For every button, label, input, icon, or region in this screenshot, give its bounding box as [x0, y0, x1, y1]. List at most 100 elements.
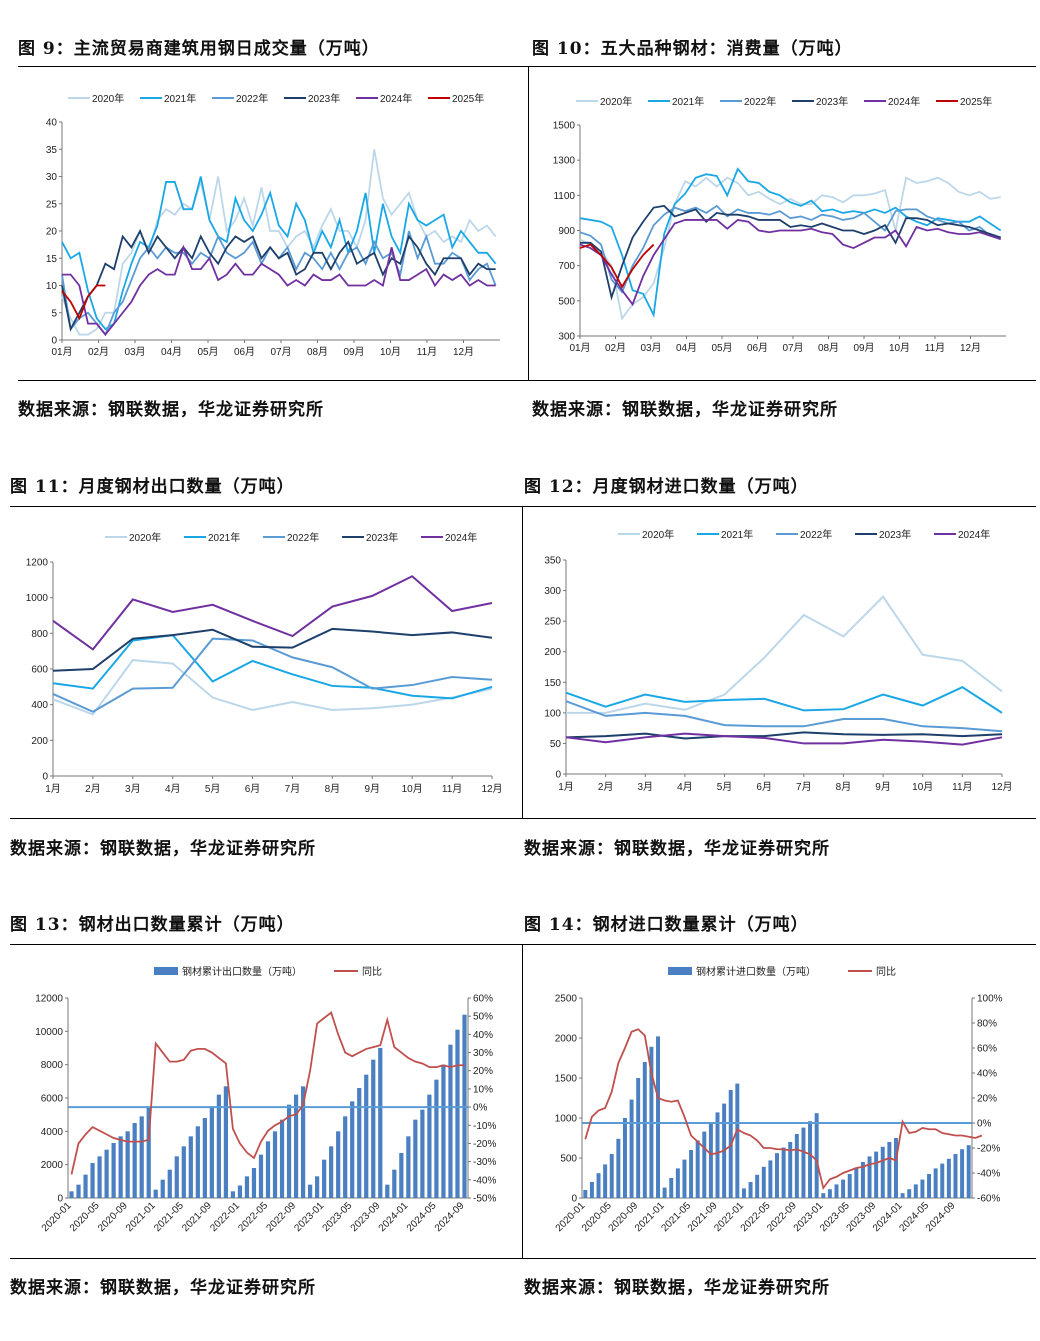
y-tick-label: 900: [558, 226, 575, 237]
x-tick-label: 2月: [85, 783, 101, 795]
bar: [385, 1184, 390, 1198]
bar: [860, 1162, 865, 1198]
x-tick-label: 04月: [161, 346, 182, 358]
bar: [946, 1158, 951, 1198]
legend-label: 2022年: [800, 528, 832, 541]
bar: [237, 1185, 243, 1198]
legend-label: 2022年: [287, 531, 319, 544]
x-tick-label: 3月: [637, 781, 653, 793]
bar: [894, 1138, 898, 1198]
series-line: [61, 230, 497, 337]
bar: [913, 1184, 918, 1198]
x-tick-label: 2023-09: [349, 1200, 383, 1234]
bar: [609, 1154, 614, 1198]
y2-tick-label: 30%: [473, 1048, 493, 1059]
bar: [589, 1182, 594, 1198]
y2-tick-label: -20%: [977, 1144, 1000, 1155]
x-tick-label: 2022-05: [236, 1200, 270, 1234]
x-tick-label: 6月: [756, 781, 772, 793]
series-line: [62, 244, 496, 336]
chart11-source: 数据来源：钢联数据，华龙证券研究所: [10, 839, 316, 859]
bar: [907, 1189, 912, 1198]
bar: [940, 1163, 945, 1198]
legend-label: 2024年: [958, 528, 990, 541]
chart10-plot: 2020年 2021年 2022年 2023年 2024年 2025年 300 500 700 9…: [553, 95, 1006, 354]
bar: [413, 1119, 418, 1198]
bar: [735, 1083, 740, 1198]
bar: [308, 1184, 313, 1198]
series-line: [580, 204, 1002, 301]
bar: [392, 1169, 397, 1198]
bar: [406, 1136, 411, 1198]
bar: [265, 1141, 271, 1198]
bar: [603, 1164, 608, 1198]
y-tick-label: 150: [544, 678, 561, 689]
x-tick-label: 2024-01: [377, 1200, 411, 1234]
x-tick-label: 07月: [270, 346, 291, 358]
legend-label: 2021年: [164, 92, 196, 105]
x-tick-label: 11月: [925, 342, 945, 354]
y2-tick-label: -50%: [473, 1194, 496, 1205]
bar: [258, 1154, 264, 1198]
bar: [583, 1190, 588, 1198]
y-tick-label: 800: [31, 629, 48, 640]
y-tick-label: 0: [555, 770, 561, 781]
x-tick-label: 11月: [417, 346, 437, 358]
y-tick-label: 50: [550, 739, 562, 750]
chart13-title: 图 13：钢材出口数量累计（万吨）: [10, 915, 295, 935]
bar: [329, 1146, 334, 1198]
bar: [702, 1131, 707, 1198]
x-tick-label: 3月: [125, 783, 141, 795]
bar: [293, 1094, 299, 1198]
x-tick-label: 4月: [677, 781, 693, 793]
x-tick-label: 2022-01: [208, 1200, 242, 1234]
y-tick-label: 500: [558, 296, 575, 307]
bar: [76, 1184, 81, 1198]
y2-tick-label: 80%: [977, 1019, 997, 1030]
y-tick-label: 1300: [553, 156, 576, 167]
bar: [675, 1168, 680, 1198]
legend-label: 钢材累计出口数量（万吨）: [182, 965, 302, 978]
legend-label: 2020年: [129, 531, 161, 544]
y-tick-label: 5: [51, 308, 57, 319]
bar: [216, 1094, 221, 1198]
x-tick-label: 5月: [205, 783, 221, 795]
y-tick-label: 0: [57, 1194, 63, 1205]
x-tick-label: 2024-09: [924, 1200, 958, 1234]
bar: [209, 1106, 214, 1198]
x-tick-label: 01月: [51, 346, 72, 358]
bar: [448, 1044, 453, 1198]
y-tick-label: 6000: [41, 1094, 64, 1105]
x-tick-label: 03月: [124, 346, 145, 358]
chart9-source: 数据来源：钢联数据，华龙证券研究所: [18, 400, 324, 420]
bar: [69, 1191, 74, 1198]
series-line: [61, 284, 106, 321]
bar: [636, 1078, 641, 1198]
x-tick-label: 12月: [453, 346, 474, 358]
bar: [90, 1163, 95, 1198]
bar: [933, 1168, 938, 1198]
legend-label: 2024年: [380, 92, 412, 105]
bar: [880, 1146, 885, 1198]
bar: [132, 1123, 137, 1198]
y-tick-label: 10: [46, 281, 58, 292]
x-tick-label: 10月: [912, 781, 933, 793]
legend-label: 2025年: [960, 95, 992, 108]
legend-label: 2021年: [721, 528, 753, 541]
x-tick-label: 2024-05: [405, 1200, 439, 1234]
series-line: [566, 595, 1003, 714]
x-tick-label: 7月: [285, 783, 301, 795]
y2-tick-label: -40%: [473, 1175, 496, 1186]
legend-label: 2024年: [888, 95, 920, 108]
x-tick-label: 02月: [88, 346, 109, 358]
x-tick-label: 4月: [165, 783, 181, 795]
chart14-title: 图 14：钢材进口数量累计（万吨）: [524, 915, 809, 935]
bar: [202, 1118, 207, 1198]
y-tick-label: 600: [31, 665, 48, 676]
legend-label: 同比: [362, 966, 382, 978]
bar: [83, 1174, 88, 1198]
y2-tick-label: -20%: [473, 1139, 496, 1150]
x-tick-label: 2020-09: [96, 1200, 130, 1234]
x-tick-label: 12月: [960, 342, 981, 354]
x-tick-label: 11月: [442, 783, 462, 795]
